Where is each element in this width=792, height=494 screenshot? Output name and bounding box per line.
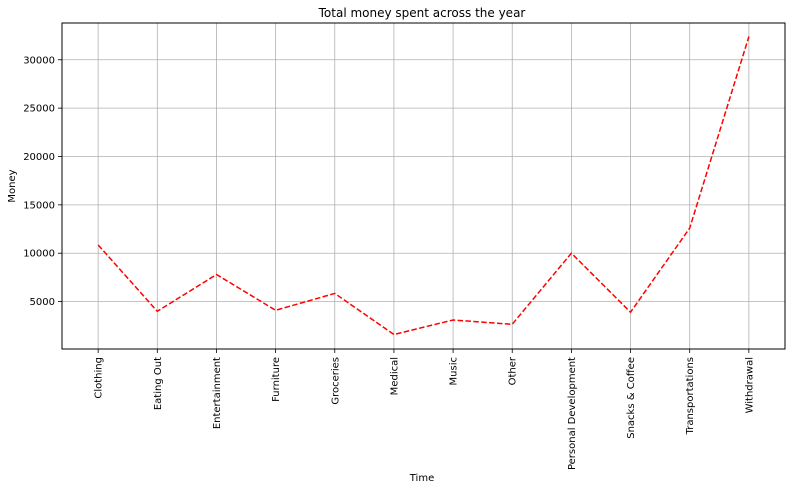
y-tick-label: 25000	[23, 104, 55, 115]
x-axis-label: Time	[409, 473, 434, 484]
y-tick-label: 30000	[23, 55, 55, 66]
y-axis-ticks: 5000 10000 15000 20000 25000 30000	[23, 55, 62, 308]
x-axis-ticks: Clothing Eating Out Entertainment Furniture…	[94, 349, 755, 470]
y-tick-label: 15000	[23, 200, 55, 211]
x-tick-label: Transportations	[685, 357, 696, 435]
chart-title: Total money spent across the year	[318, 6, 526, 20]
grid	[62, 23, 785, 349]
x-tick-label: Entertainment	[212, 357, 223, 429]
x-tick-label: Music	[449, 357, 460, 385]
x-tick-label: Eating Out	[153, 357, 164, 410]
y-tick-label: 10000	[23, 249, 55, 260]
x-tick-label: Personal Development	[567, 357, 578, 470]
y-tick-label: 20000	[23, 152, 55, 163]
plot-area-frame	[61, 22, 786, 350]
x-tick-label: Medical	[389, 357, 400, 395]
x-tick-label: Snacks & Coffee	[626, 357, 637, 439]
x-tick-label: Furniture	[271, 357, 282, 402]
series-line	[97, 36, 750, 336]
x-tick-label: Groceries	[330, 357, 341, 405]
x-tick-label: Withdrawal	[744, 357, 755, 413]
series-layer	[97, 36, 750, 336]
y-axis-label: Money	[7, 169, 18, 202]
y-tick-label: 5000	[30, 297, 55, 308]
x-tick-label: Other	[508, 356, 519, 385]
x-tick-label: Clothing	[94, 357, 105, 399]
